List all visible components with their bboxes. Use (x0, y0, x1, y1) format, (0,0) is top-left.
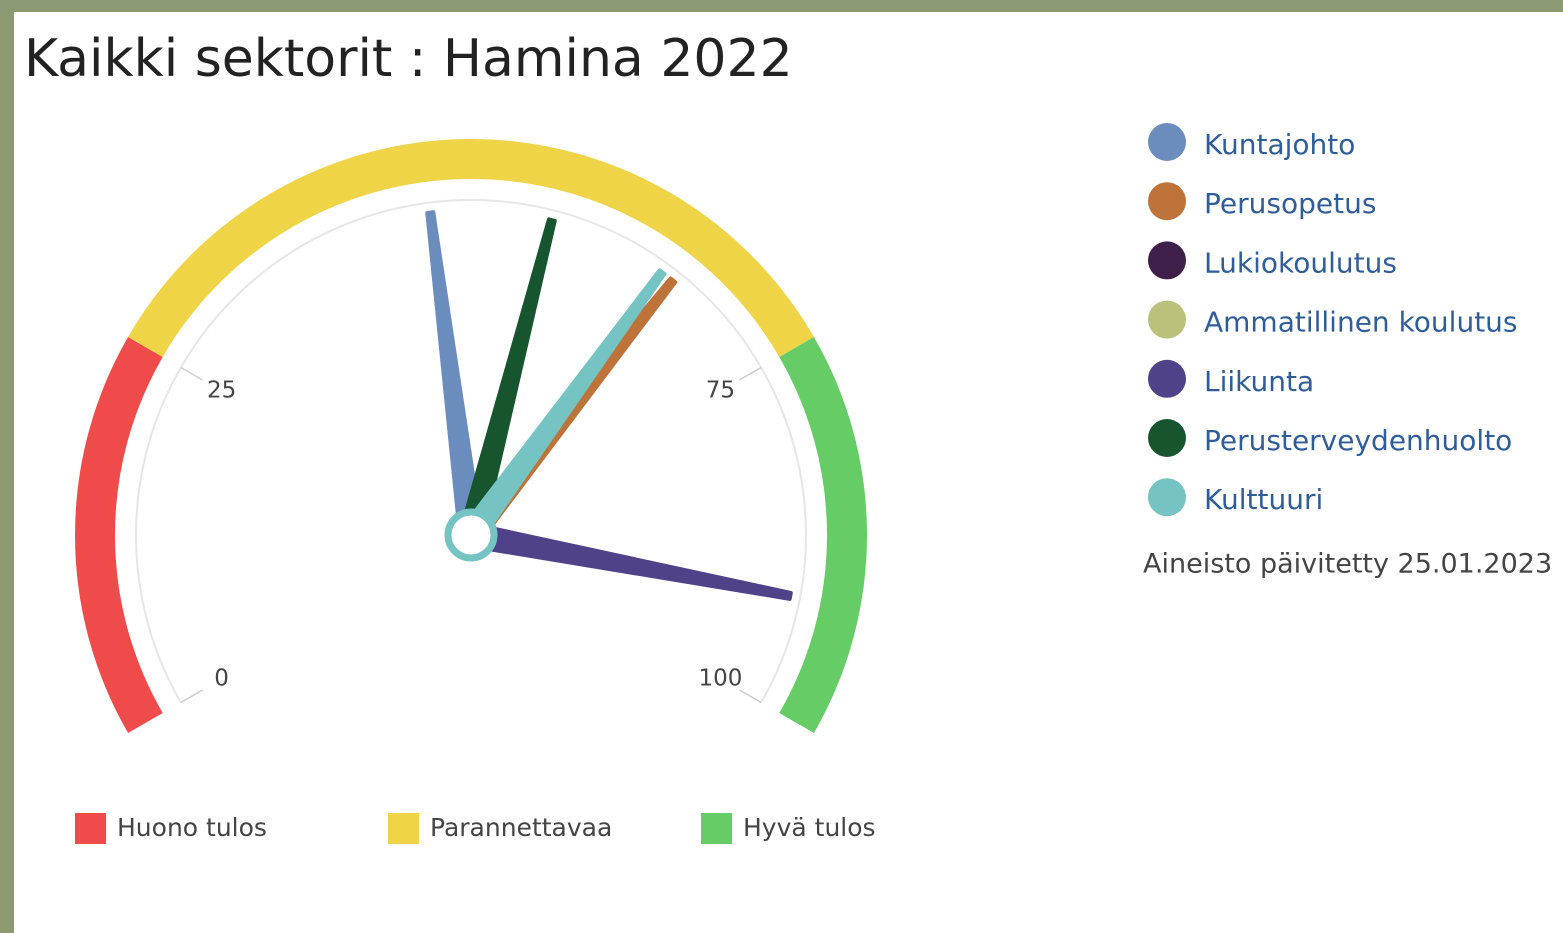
band-legend-swatch (701, 813, 732, 844)
legend-marker (1148, 300, 1186, 339)
legend-label: Lukiokoulutus (1204, 246, 1397, 279)
legend-marker (1148, 241, 1186, 280)
legend-label: Liikunta (1204, 365, 1314, 398)
tick-mark (739, 366, 762, 381)
legend-label: Kulttuuri (1204, 483, 1323, 516)
chart-title: Kaikki sektorit : Hamina 2022 (24, 29, 793, 89)
band-legend-label: Huono tulos (117, 813, 267, 842)
tick-mark (180, 689, 203, 704)
tick-mark (180, 366, 203, 381)
band (128, 139, 814, 358)
band-legend-swatch (388, 813, 419, 844)
band (779, 337, 867, 733)
tick-label: 100 (698, 666, 742, 692)
scale-arc (135, 199, 807, 703)
tick-label: 0 (214, 666, 229, 692)
tick-mark (739, 689, 762, 704)
band-legend-label: Parannettavaa (430, 813, 612, 842)
pivot (444, 508, 498, 562)
legend-label: Perusterveydenhuolto (1204, 424, 1512, 457)
legend-marker (1148, 182, 1186, 221)
band-legend-swatch (75, 813, 106, 844)
tick-label: 25 (207, 378, 236, 404)
note: Aineisto päivitetty 25.01.2023 (1143, 549, 1552, 580)
tick-label: 75 (706, 378, 735, 404)
legend-marker (1148, 359, 1186, 398)
legend-marker (1148, 478, 1186, 517)
legend-label: Kuntajohto (1204, 128, 1355, 161)
legend-marker (1148, 123, 1186, 161)
panel (14, 12, 1563, 933)
legend-label: Perusopetus (1204, 187, 1376, 220)
band (75, 337, 163, 733)
legend-label: Ammatillinen koulutus (1204, 306, 1518, 339)
legend-marker (1148, 419, 1186, 457)
band-legend-label: Hyvä tulos (743, 813, 876, 842)
